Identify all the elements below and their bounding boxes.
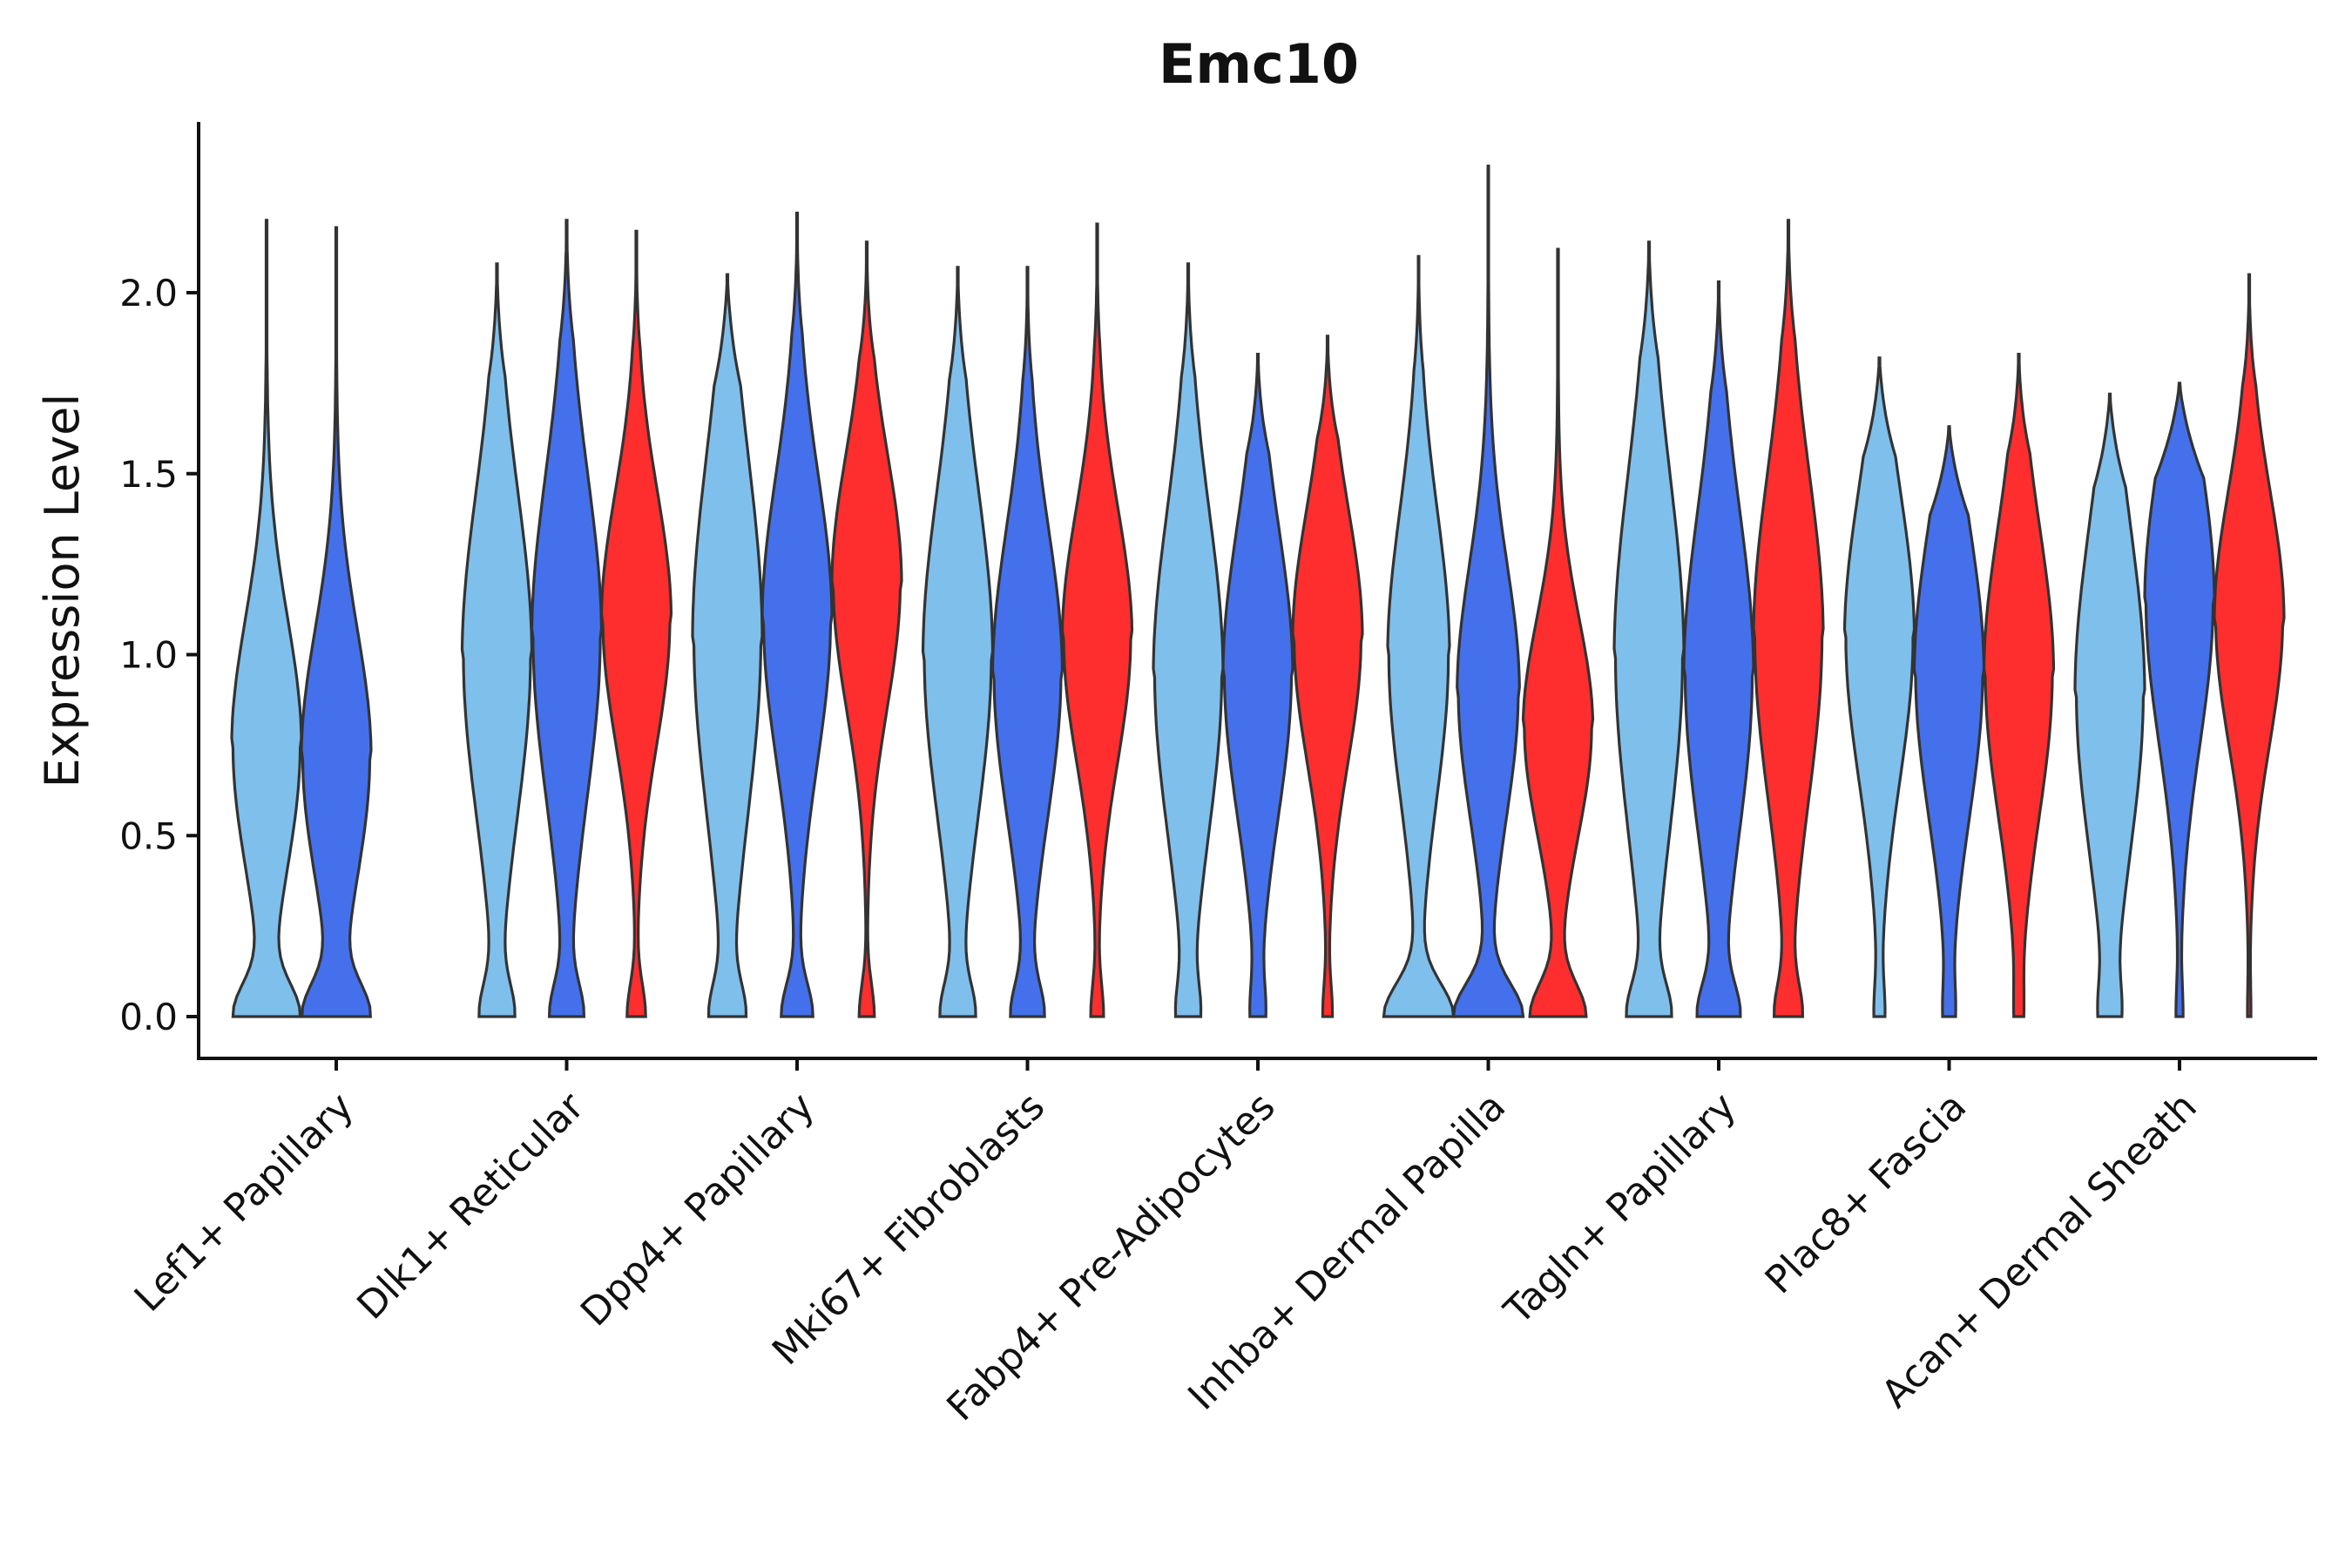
violin-6-1 [1682, 280, 1755, 1018]
x-tick-label: Tagln+ Papillary [1496, 1085, 1745, 1334]
violin-4-1 [1221, 353, 1294, 1018]
violin-2-0 [691, 273, 764, 1018]
violin-6-2 [1752, 219, 1825, 1018]
violin-3-0 [921, 266, 995, 1018]
violin-8-2 [2213, 273, 2286, 1018]
violin-4-2 [1291, 335, 1364, 1018]
violin-5-1 [1451, 165, 1525, 1018]
y-tick-label: 2.0 [119, 272, 178, 314]
violin-6-0 [1612, 240, 1686, 1018]
violin-7-2 [1982, 353, 2056, 1018]
chart-title: Emc10 [1159, 32, 1359, 96]
violin-3-2 [1060, 222, 1134, 1018]
violin-0-0 [230, 219, 303, 1018]
y-tick-label: 1.5 [119, 453, 178, 496]
violin-1-2 [599, 229, 673, 1018]
violin-0-1 [300, 226, 373, 1018]
violin-5-0 [1382, 254, 1456, 1018]
y-ticks: 0.0 0.5 1.0 1.5 2.0 [119, 272, 199, 1038]
violin-2-1 [760, 212, 834, 1018]
violin-1-1 [530, 219, 604, 1018]
y-tick-label: 0.0 [119, 996, 178, 1038]
violin-4-0 [1152, 262, 1225, 1018]
violin-7-1 [1912, 425, 1986, 1018]
violin-group [230, 165, 2286, 1018]
y-tick-label: 1.0 [119, 634, 178, 677]
violin-8-1 [2143, 382, 2216, 1018]
violin-3-1 [990, 266, 1064, 1018]
y-axis-label: Expression Level [35, 394, 90, 788]
y-tick-label: 0.5 [119, 814, 178, 857]
violin-7-0 [1842, 356, 1916, 1018]
violin-5-2 [1521, 247, 1595, 1018]
x-tick-label: Dlk1+ Reticular [348, 1084, 593, 1328]
violin-8-0 [2073, 392, 2146, 1018]
x-tick-label: Lef1+ Papillary [126, 1085, 362, 1321]
x-tick-label: Plac8+ Fascia [1757, 1085, 1976, 1303]
x-tick-label: Dpp4+ Papillary [572, 1085, 823, 1335]
violin-2-2 [830, 240, 903, 1018]
violin-1-0 [460, 262, 534, 1018]
